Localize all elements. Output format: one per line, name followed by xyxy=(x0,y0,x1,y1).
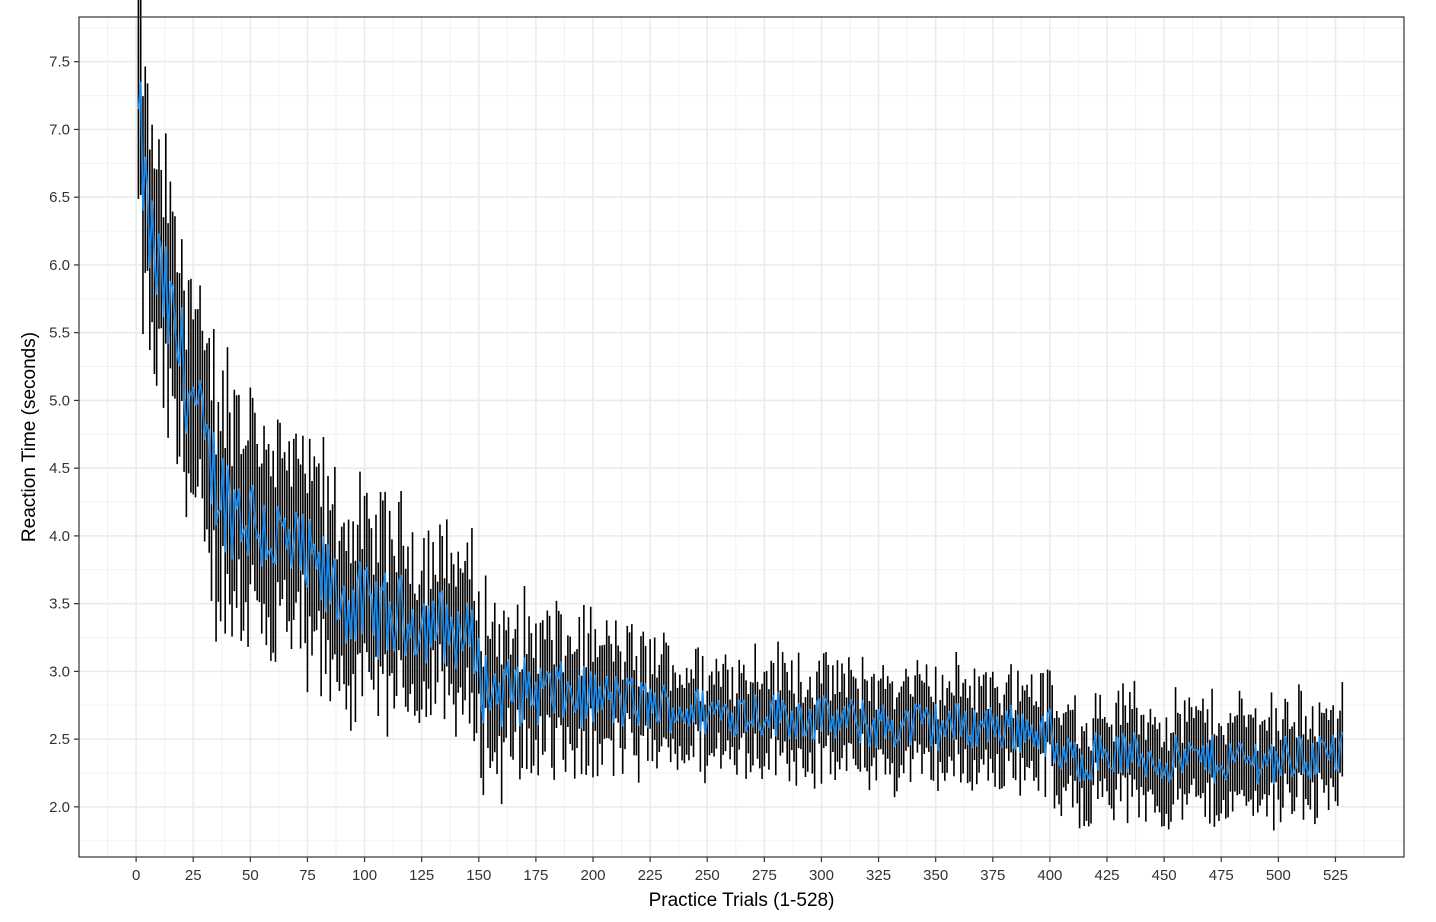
y-tick-label: 6.0 xyxy=(49,257,70,274)
x-tick-label: 400 xyxy=(1037,867,1062,884)
x-tick-label: 475 xyxy=(1209,867,1234,884)
x-tick-label: 425 xyxy=(1095,867,1120,884)
panel-border xyxy=(78,16,1405,858)
x-tick-label: 200 xyxy=(580,867,605,884)
mean-line-series xyxy=(137,81,1344,785)
errorbar-series xyxy=(137,0,1344,831)
y-tick-label: 7.0 xyxy=(49,121,70,138)
y-tick-label: 3.5 xyxy=(49,596,70,613)
x-tick-label: 100 xyxy=(352,867,377,884)
x-tick-label: 450 xyxy=(1152,867,1177,884)
x-tick-label: 300 xyxy=(809,867,834,884)
minor-gridlines xyxy=(79,17,1404,857)
x-axis-title: Practice Trials (1-528) xyxy=(649,890,835,911)
y-tick-label: 7.5 xyxy=(49,54,70,71)
x-tick-label: 525 xyxy=(1323,867,1348,884)
x-tick-label: 250 xyxy=(695,867,720,884)
x-tick-label: 175 xyxy=(523,867,548,884)
x-tick-label: 150 xyxy=(466,867,491,884)
x-tick-label: 375 xyxy=(980,867,1005,884)
x-axis-ticks: 0 25 50 75 100 125 150 175 200 225 250 275 300 325 350… xyxy=(132,857,1348,884)
x-tick-label: 0 xyxy=(132,867,140,884)
y-tick-label: 5.5 xyxy=(49,325,70,342)
x-tick-label: 325 xyxy=(866,867,891,884)
x-tick-label: 50 xyxy=(242,867,259,884)
x-tick-label: 275 xyxy=(752,867,777,884)
x-tick-label: 75 xyxy=(299,867,316,884)
y-axis-ticks: 2.0 2.5 3.0 3.5 4.0 4.5 5.0 5.5 6.0 6.5 7.0 7.5 xyxy=(49,54,79,816)
y-tick-label: 2.0 xyxy=(49,799,70,816)
x-tick-label: 350 xyxy=(923,867,948,884)
y-axis-title: Reaction Time (seconds) xyxy=(19,332,40,542)
x-tick-label: 25 xyxy=(185,867,202,884)
y-tick-label: 4.0 xyxy=(49,528,70,545)
y-tick-label: 5.0 xyxy=(49,392,70,409)
y-tick-label: 3.0 xyxy=(49,663,70,680)
x-tick-label: 125 xyxy=(409,867,434,884)
x-tick-label: 500 xyxy=(1266,867,1291,884)
x-tick-label: 225 xyxy=(638,867,663,884)
y-tick-label: 4.5 xyxy=(49,460,70,477)
y-tick-label: 6.5 xyxy=(49,189,70,206)
mean-line xyxy=(137,81,1344,785)
y-tick-label: 2.5 xyxy=(49,731,70,748)
